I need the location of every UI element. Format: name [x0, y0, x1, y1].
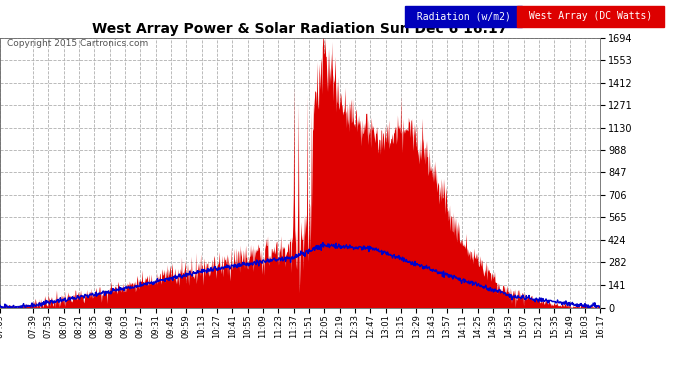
Text: West Array (DC Watts): West Array (DC Watts): [523, 11, 658, 21]
Text: Copyright 2015 Cartronics.com: Copyright 2015 Cartronics.com: [7, 39, 148, 48]
Text: Radiation (w/m2): Radiation (w/m2): [411, 11, 516, 21]
Title: West Array Power & Solar Radiation Sun Dec 6 16:17: West Array Power & Solar Radiation Sun D…: [92, 22, 508, 36]
